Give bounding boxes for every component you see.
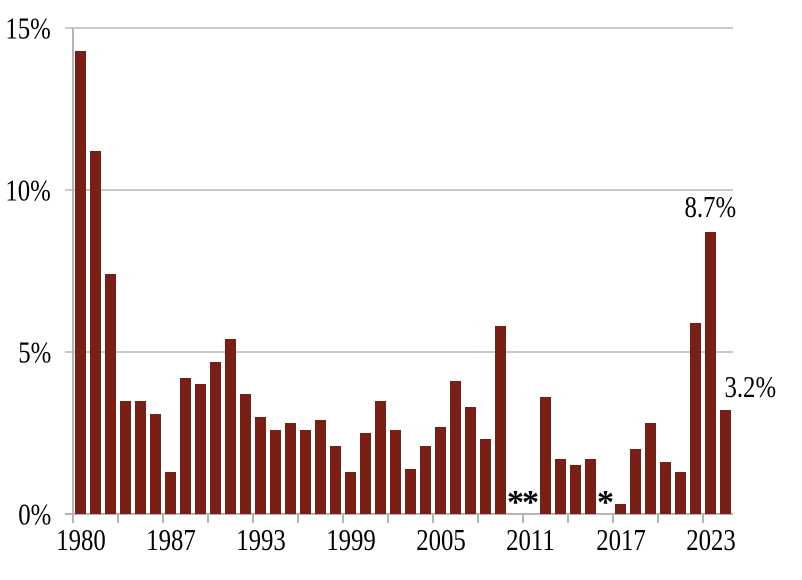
bar-2003 <box>420 445 431 514</box>
bar-1981 <box>90 151 101 514</box>
bar-2011 <box>540 397 551 514</box>
x-axis-tick <box>567 514 569 523</box>
y-axis-tick-label-text: 5% <box>17 334 51 370</box>
bar-2023 <box>720 410 731 514</box>
x-axis-tick <box>297 514 299 523</box>
zero-cola-asterisk-2010: * <box>522 484 539 521</box>
x-axis-tick-label-1999: 1999 <box>276 524 426 555</box>
y-axis-tick-label-10%: 10% <box>0 175 51 206</box>
bar-value-annotation-2023: 3.2% <box>675 371 802 402</box>
bar-1995 <box>300 429 311 514</box>
x-axis-tick-label-1980: 1980 <box>6 524 156 555</box>
gridline-15% <box>65 27 733 29</box>
x-axis-tick-label-1987: 1987 <box>96 524 246 555</box>
bar-value-annotation-text: 3.2% <box>724 369 776 404</box>
bar-2000 <box>375 400 386 514</box>
x-axis-tick <box>432 514 434 523</box>
x-axis-tick-label-2005: 2005 <box>366 524 516 555</box>
gridline-5% <box>65 351 733 353</box>
bar-2006 <box>465 407 476 514</box>
bar-2001 <box>390 429 401 514</box>
x-axis-tick <box>342 514 344 523</box>
x-axis-tick-label-1993: 1993 <box>186 524 336 555</box>
bar-2020 <box>675 471 686 514</box>
y-axis-tick-label-0%: 0% <box>10 499 51 530</box>
y-axis-line <box>72 28 74 514</box>
bar-1986 <box>165 471 176 514</box>
x-axis-line <box>65 513 733 515</box>
y-axis-tick-label-text: 15% <box>5 10 51 46</box>
zero-cola-asterisk-2015: * <box>597 484 614 521</box>
x-axis-tick <box>252 514 254 523</box>
bar-value-annotation-text: 8.7% <box>684 189 736 224</box>
bar-2007 <box>480 439 491 514</box>
bar-1994 <box>285 423 296 514</box>
bar-2019 <box>660 462 671 514</box>
bar-1983 <box>120 400 131 514</box>
x-axis-tick-label-text: 1999 <box>325 522 376 557</box>
x-axis-tick-label-2011: 2011 <box>456 524 606 555</box>
bar-2012 <box>555 458 566 514</box>
bar-2018 <box>645 423 656 514</box>
bar-1999 <box>360 433 371 514</box>
x-axis-tick-label-text: 1993 <box>235 522 286 557</box>
bar-1993 <box>270 429 281 514</box>
x-axis-tick-label-text: 2023 <box>685 522 736 557</box>
bar-value-annotation-2022: 8.7% <box>635 191 785 222</box>
x-axis-tick-label-2023: 2023 <box>636 524 786 555</box>
x-axis-tick <box>657 514 659 523</box>
x-axis-tick <box>522 514 524 523</box>
x-axis-tick-label-text: 2005 <box>415 522 466 557</box>
bar-1991 <box>240 394 251 514</box>
x-axis-tick-label-2017: 2017 <box>546 524 696 555</box>
bar-1980 <box>75 50 86 514</box>
x-axis-tick <box>702 514 704 523</box>
x-axis-tick <box>162 514 164 523</box>
bar-1996 <box>315 420 326 514</box>
bar-1997 <box>330 445 341 514</box>
bar-2008 <box>495 326 506 514</box>
x-axis-tick <box>477 514 479 523</box>
x-axis-tick-label-text: 1987 <box>145 522 196 557</box>
y-axis-tick-label-text: 10% <box>5 172 51 208</box>
bar-2002 <box>405 468 416 514</box>
bar-1987 <box>180 377 191 514</box>
bar-1984 <box>135 400 146 514</box>
bar-2017 <box>630 449 641 514</box>
x-axis-tick-label-text: 2011 <box>506 522 555 557</box>
bar-2022 <box>705 232 716 514</box>
x-axis-tick <box>387 514 389 523</box>
bar-1982 <box>105 274 116 514</box>
y-axis-tick-label-text: 0% <box>17 496 51 532</box>
bar-1988 <box>195 384 206 514</box>
x-axis-tick <box>117 514 119 523</box>
y-axis-tick-label-15%: 15% <box>0 13 51 44</box>
bar-2014 <box>585 458 596 514</box>
gridline-10% <box>65 189 733 191</box>
bar-2004 <box>435 426 446 514</box>
x-axis-tick-label-text: 2017 <box>595 522 646 557</box>
bar-1989 <box>210 361 221 514</box>
bar-2016 <box>615 504 626 514</box>
zero-cola-asterisk-2009: * <box>507 484 524 521</box>
bar-1990 <box>225 339 236 514</box>
x-axis-tick <box>72 514 74 523</box>
bar-1992 <box>255 416 266 514</box>
x-axis-tick <box>207 514 209 523</box>
bar-1998 <box>345 471 356 514</box>
bar-2005 <box>450 381 461 514</box>
bar-2013 <box>570 465 581 514</box>
bar-2021 <box>690 322 701 514</box>
y-axis-tick-label-5%: 5% <box>10 337 51 368</box>
bar-1985 <box>150 413 161 514</box>
x-axis-tick-label-text: 1980 <box>55 522 106 557</box>
x-axis-tick <box>612 514 614 523</box>
